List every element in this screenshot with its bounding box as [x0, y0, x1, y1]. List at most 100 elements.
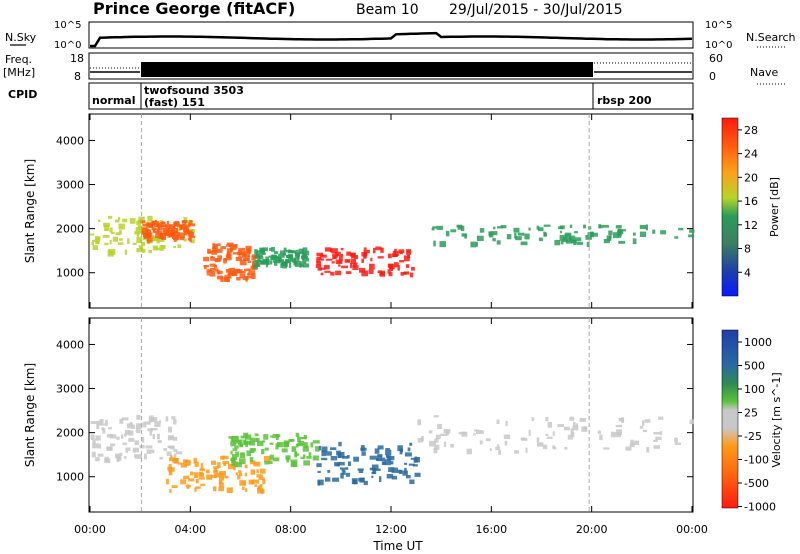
echo-cell	[544, 232, 547, 237]
echo-cell	[407, 250, 410, 254]
echo-cell	[330, 456, 338, 461]
echo-cell	[157, 225, 163, 231]
echo-cell	[249, 450, 255, 453]
echo-cell	[579, 418, 586, 422]
echo-cell	[359, 267, 366, 273]
echo-cell	[327, 470, 331, 473]
echo-cell	[244, 464, 248, 469]
echo-cell	[608, 230, 613, 236]
echo-cell	[116, 457, 120, 462]
echo-cell	[573, 422, 576, 427]
y-tick-label: 4000	[56, 338, 84, 351]
echo-cell	[572, 425, 579, 431]
echo-cell	[260, 468, 266, 474]
echo-cell	[218, 480, 223, 485]
echo-cell	[95, 238, 100, 245]
echo-cell	[172, 458, 179, 463]
echo-cell	[235, 451, 239, 455]
echo-cell	[200, 465, 204, 471]
echo-cell	[239, 480, 247, 486]
velocity-panel-frame	[88, 317, 694, 513]
echo-cell	[271, 247, 275, 252]
echo-cell	[569, 224, 573, 228]
echo-cell	[256, 253, 263, 257]
echo-cell	[341, 265, 348, 269]
echo-cell	[102, 428, 106, 434]
echo-cell	[152, 228, 155, 232]
nave-right-tick-bottom: 0	[709, 70, 716, 83]
echo-cell	[161, 235, 167, 240]
echo-cell	[399, 251, 403, 255]
echo-cell	[493, 226, 496, 230]
echo-cell	[136, 415, 141, 420]
echo-cell	[381, 461, 385, 465]
echo-cell	[179, 232, 185, 239]
velocity-colorbar-tick-label: -1000	[744, 501, 776, 514]
echo-cell	[104, 458, 111, 464]
echo-cell	[514, 232, 517, 239]
echo-cell	[371, 464, 379, 471]
echo-cell	[587, 232, 593, 236]
echo-cell	[217, 472, 223, 478]
time-tick-label: 00:00	[74, 523, 106, 536]
echo-cell	[96, 423, 100, 430]
echo-cell	[98, 443, 102, 449]
echo-cell	[387, 253, 392, 259]
echo-cell	[238, 458, 246, 465]
echo-cell	[312, 440, 320, 444]
echo-cell	[642, 420, 645, 426]
echo-cell	[409, 479, 415, 485]
echo-cell	[288, 253, 294, 260]
echo-cell	[195, 486, 201, 489]
echo-cell	[412, 464, 418, 467]
echo-cell	[391, 475, 398, 480]
echo-cell	[342, 456, 349, 459]
echo-cell	[391, 467, 399, 473]
echo-cell	[152, 434, 155, 440]
echo-cell	[151, 449, 155, 454]
echo-cell	[377, 454, 383, 457]
echo-cell	[300, 456, 306, 459]
echo-cell	[169, 489, 172, 493]
echo-cell	[227, 273, 232, 279]
echo-cell	[103, 222, 110, 226]
echo-cell	[223, 462, 227, 467]
echo-cell	[409, 272, 414, 278]
echo-cell	[220, 246, 227, 250]
echo-cell	[653, 445, 660, 449]
echo-cell	[276, 437, 279, 441]
echo-cell	[115, 219, 120, 223]
echo-cell	[250, 469, 256, 475]
echo-cell	[132, 242, 137, 245]
echo-cell	[406, 475, 411, 479]
echo-cell	[497, 226, 503, 229]
echo-cell	[399, 260, 404, 263]
echo-cell	[91, 451, 96, 458]
echo-cell	[182, 220, 187, 225]
echo-cell	[443, 441, 447, 448]
echo-cell	[269, 442, 274, 445]
echo-cell	[361, 252, 366, 257]
echo-cell	[146, 237, 153, 243]
echo-cell	[321, 457, 328, 461]
time-tick-labels: 00:00 04:00 08:00 12:00 16:00 20:00 00:00	[74, 523, 708, 536]
echo-cell	[235, 244, 238, 249]
echo-cell	[632, 238, 637, 245]
echo-cell	[244, 268, 251, 272]
echo-cell	[466, 448, 472, 455]
echo-cell	[248, 250, 252, 254]
echo-cell	[476, 430, 483, 434]
echo-cell	[583, 426, 587, 430]
echo-cell	[369, 455, 377, 460]
echo-cell	[389, 461, 394, 465]
echo-cell	[223, 276, 229, 282]
echo-cell	[158, 233, 162, 236]
echo-cell	[496, 444, 500, 447]
echo-cell	[303, 460, 310, 466]
echo-cell	[146, 449, 152, 454]
y-tick-label: 2000	[56, 223, 84, 236]
echo-cell	[248, 479, 255, 485]
echo-cell	[194, 461, 199, 467]
echo-cell	[389, 264, 395, 270]
